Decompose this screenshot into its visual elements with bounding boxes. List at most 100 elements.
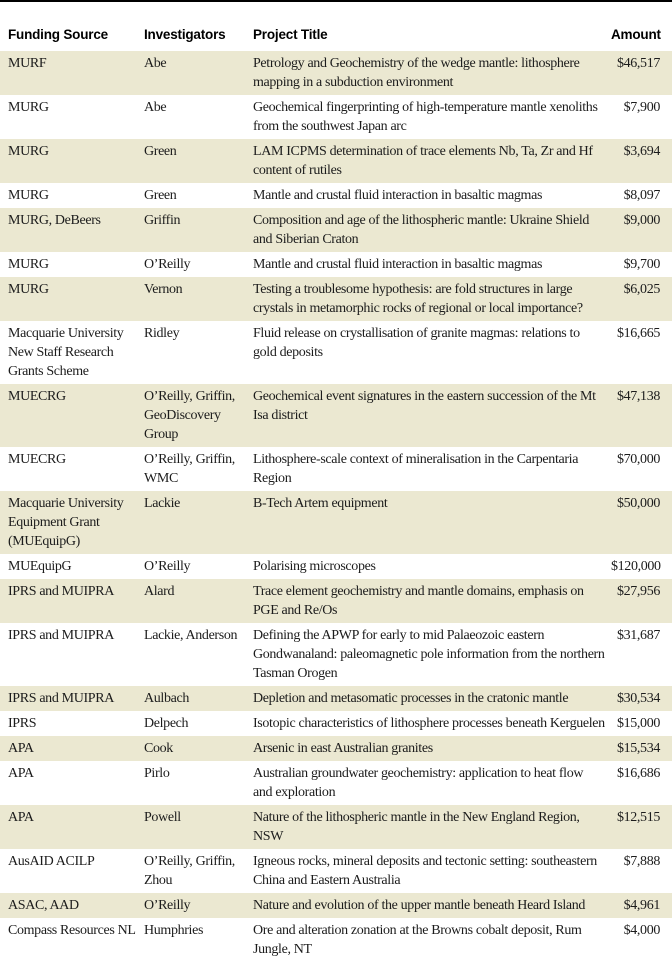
table-row: MURG Green LAM ICPMS determination of trac… — [0, 139, 672, 183]
table-row: Compass Resources NL Humphries Ore and alt… — [0, 918, 672, 962]
cell-amount: $7,900 — [623, 100, 661, 115]
cell-investigators: Lackie — [144, 496, 180, 511]
cell-amount: $120,000 — [611, 559, 661, 574]
cell-investigators: Alard — [144, 584, 175, 599]
cell-investigators: Powell — [144, 810, 181, 825]
cell-project-title: B-Tech Artem equipment — [253, 496, 388, 511]
cell-amount: $12,515 — [616, 810, 660, 825]
cell-funding-source: Compass Resources NL — [8, 923, 136, 938]
table-row: MURG Green Mantle and crustal fluid intera… — [0, 183, 672, 208]
cell-project-title: Polarising microscopes — [253, 559, 376, 574]
cell-project-title: Australian groundwater geochemistry: app… — [253, 766, 584, 800]
cell-investigators: Vernon — [144, 282, 183, 297]
cell-project-title: Arsenic in east Australian granites — [253, 741, 433, 756]
table-row: IPRS Delpech Isotopic characteristics of l… — [0, 711, 672, 736]
cell-investigators: Pirlo — [144, 766, 170, 781]
cell-investigators: Griffin — [144, 213, 181, 228]
table-row: MUECRG O’Reilly, Griffin, WMC Lithosphere-… — [0, 447, 672, 491]
cell-project-title: Geochemical event signatures in the east… — [253, 389, 596, 423]
table-row: IPRS and MUIPRA Lackie, Anderson Defining … — [0, 623, 672, 686]
cell-project-title: Fluid release on crystallisation of gran… — [253, 326, 580, 360]
table-row: MURF Abe Petrology and Geochemistry of the… — [0, 51, 672, 95]
cell-funding-source: MURG — [8, 100, 49, 115]
table-row: MUEquipG O’Reilly Polarising microscopes $1… — [0, 554, 672, 579]
cell-amount: $4,961 — [623, 898, 661, 913]
cell-amount: $7,888 — [623, 854, 661, 869]
cell-project-title: Petrology and Geochemistry of the wedge … — [253, 56, 580, 90]
cell-funding-source: MURG — [8, 257, 49, 272]
cell-investigators: O’Reilly — [144, 559, 191, 574]
cell-funding-source: IPRS and MUIPRA — [8, 628, 114, 643]
cell-project-title: Mantle and crustal fluid interaction in … — [253, 257, 543, 272]
cell-amount: $47,138 — [616, 389, 660, 404]
cell-amount: $3,694 — [623, 144, 661, 159]
cell-investigators: Green — [144, 144, 177, 159]
cell-amount: $27,956 — [616, 584, 660, 599]
table-row: IPRS and MUIPRA Aulbach Depletion and meta… — [0, 686, 672, 711]
table-row: MUECRG O’Reilly, Griffin, GeoDiscovery Gr… — [0, 384, 672, 447]
cell-project-title: LAM ICPMS determination of trace element… — [253, 144, 593, 178]
table-row: APA Pirlo Australian groundwater geochemis… — [0, 761, 672, 805]
table-row: AusAID ACILP O’Reilly, Griffin, Zhou Igneo… — [0, 849, 672, 893]
table-row: APA Cook Arsenic in east Australian granit… — [0, 736, 672, 761]
cell-project-title: Trace element geochemistry and mantle do… — [253, 584, 584, 618]
cell-amount: $9,000 — [623, 213, 661, 228]
table-row: ASAC, AAD O’Reilly Nature and evolution of… — [0, 893, 672, 918]
cell-investigators: Abe — [144, 56, 167, 71]
cell-project-title: Geochemical fingerprinting of high-tempe… — [253, 100, 598, 134]
cell-funding-source: MURG — [8, 188, 49, 203]
cell-funding-source: AusAID ACILP — [8, 854, 95, 869]
cell-amount: $50,000 — [616, 496, 660, 511]
cell-funding-source: IPRS and MUIPRA — [8, 584, 114, 599]
cell-investigators: Cook — [144, 741, 173, 756]
cell-investigators: O’Reilly — [144, 257, 191, 272]
cell-investigators: Delpech — [144, 716, 189, 731]
cell-funding-source: APA — [8, 741, 34, 756]
cell-project-title: Composition and age of the lithospheric … — [253, 213, 590, 247]
cell-project-title: Nature and evolution of the upper mantle… — [253, 898, 586, 913]
cell-amount: $16,665 — [616, 326, 660, 341]
table-row: APA Powell Nature of the lithospheric mant… — [0, 805, 672, 849]
cell-funding-source: Macquarie University New Staff Research … — [8, 326, 124, 379]
header-row: Funding Source Investigators Project Tit… — [0, 1, 672, 51]
cell-investigators: O’Reilly — [144, 898, 191, 913]
cell-amount: $31,687 — [616, 628, 660, 643]
cell-funding-source: IPRS and MUIPRA — [8, 691, 114, 706]
cell-project-title: Nature of the lithospheric mantle in the… — [253, 810, 580, 844]
cell-funding-source: IPRS — [8, 716, 37, 731]
cell-funding-source: MUECRG — [8, 452, 66, 467]
table-row: MURG O’Reilly Mantle and crustal fluid int… — [0, 252, 672, 277]
cell-amount: $30,534 — [616, 691, 660, 706]
cell-amount: $46,517 — [616, 56, 660, 71]
cell-funding-source: MURG — [8, 282, 49, 297]
cell-funding-source: MURF — [8, 56, 47, 71]
cell-investigators: Abe — [144, 100, 167, 115]
table-row: MURG Vernon Testing a troublesome hypothes… — [0, 277, 672, 321]
cell-amount: $4,000 — [623, 923, 661, 938]
cell-project-title: Lithosphere-scale context of mineralisat… — [253, 452, 579, 486]
grants-table-body: MURF Abe Petrology and Geochemistry of the… — [0, 51, 672, 962]
cell-funding-source: Macquarie University Equipment Grant (MU… — [8, 496, 124, 549]
col-header-investigators: Investigators — [144, 27, 226, 42]
cell-investigators: Humphries — [144, 923, 204, 938]
col-header-amount: Amount — [611, 27, 661, 42]
cell-amount: $9,700 — [623, 257, 661, 272]
cell-amount: $8,097 — [623, 188, 661, 203]
cell-funding-source: APA — [8, 766, 34, 781]
cell-investigators: Aulbach — [144, 691, 189, 706]
cell-amount: $6,025 — [623, 282, 661, 297]
cell-funding-source: MUECRG — [8, 389, 66, 404]
cell-project-title: Igneous rocks, mineral deposits and tect… — [253, 854, 597, 888]
cell-project-title: Depletion and metasomatic processes in t… — [253, 691, 569, 706]
table-row: MURG, DeBeers Griffin Composition and age … — [0, 208, 672, 252]
table-row: IPRS and MUIPRA Alard Trace element geoche… — [0, 579, 672, 623]
cell-investigators: Green — [144, 188, 177, 203]
cell-funding-source: MURG — [8, 144, 49, 159]
cell-amount: $15,000 — [616, 716, 660, 731]
cell-amount: $15,534 — [616, 741, 660, 756]
cell-project-title: Ore and alteration zonation at the Brown… — [253, 923, 582, 957]
cell-funding-source: ASAC, AAD — [8, 898, 79, 913]
cell-investigators: O’Reilly, Griffin, WMC — [144, 452, 235, 486]
cell-funding-source: MUEquipG — [8, 559, 72, 574]
